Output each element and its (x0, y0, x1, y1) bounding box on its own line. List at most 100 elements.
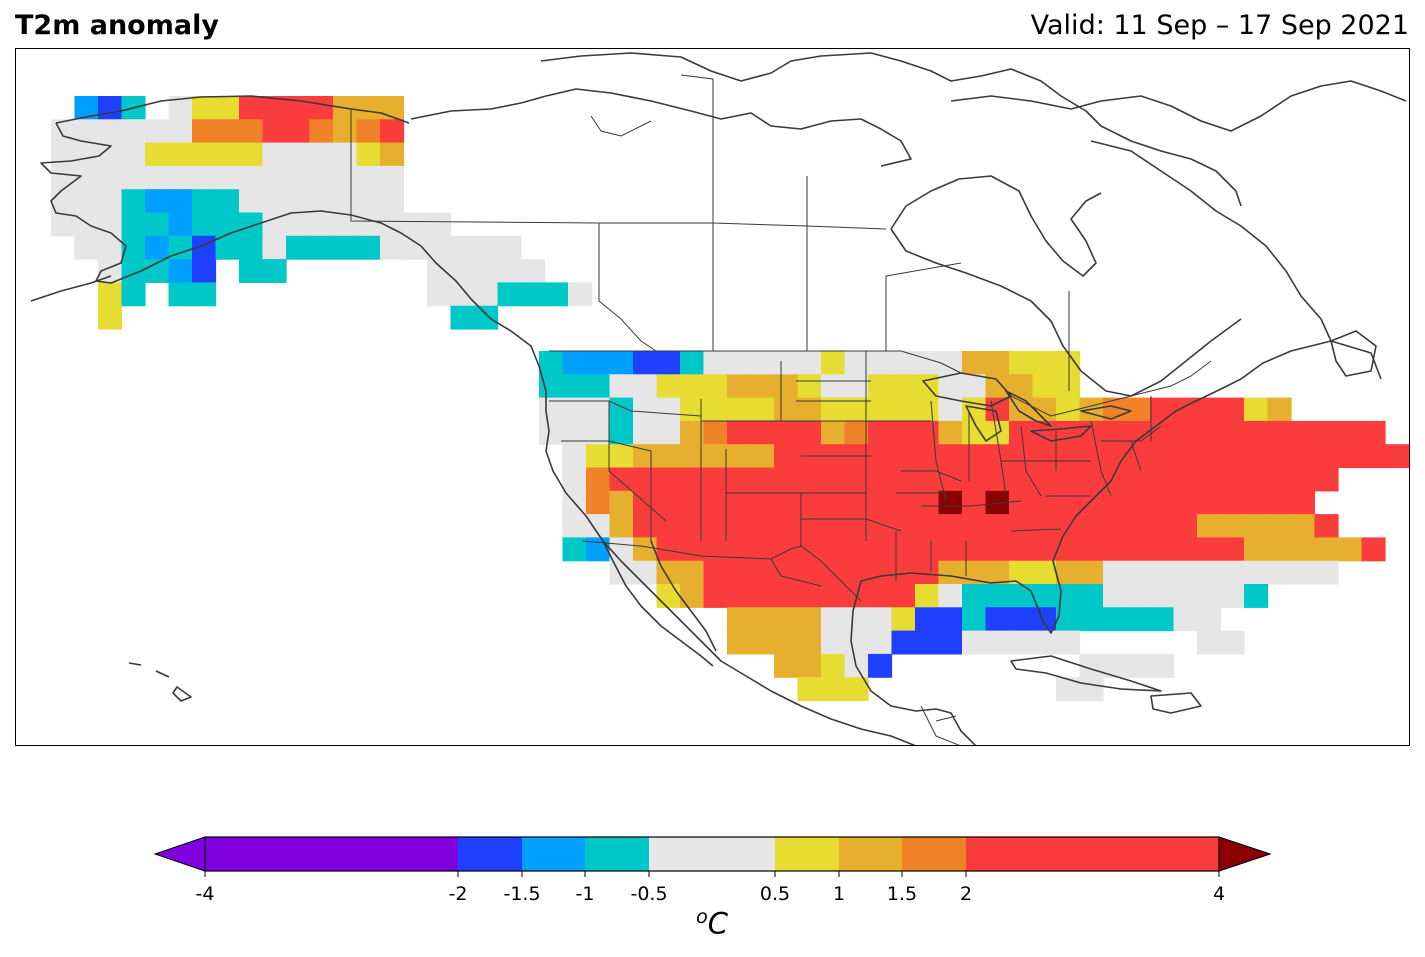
anomaly-cell (121, 189, 146, 214)
anomaly-cell (938, 397, 963, 422)
valid-period: Valid: 11 Sep – 17 Sep 2021 (1030, 10, 1409, 41)
anomaly-cell (309, 189, 334, 214)
anomaly-cell (962, 490, 987, 515)
anomaly-cell (427, 212, 452, 237)
anomaly-cell (985, 514, 1010, 538)
anomaly-cell (985, 537, 1010, 562)
anomaly-cell (821, 514, 846, 538)
anomaly-cell (844, 397, 869, 422)
anomaly-cell (145, 259, 170, 283)
colorbar-segment (902, 837, 966, 871)
anomaly-cell (797, 560, 822, 585)
anomaly-cell (497, 235, 522, 260)
anomaly-cell (521, 282, 546, 307)
anomaly-cell (868, 607, 893, 632)
anomaly-cell (98, 142, 123, 167)
map-panel (15, 48, 1410, 746)
anomaly-cell (703, 537, 728, 562)
anomaly-cell (915, 490, 940, 515)
anomaly-cell (938, 467, 963, 492)
anomaly-cell (168, 189, 193, 214)
anomaly-cell (1126, 514, 1151, 538)
anomaly-cell (1150, 653, 1175, 678)
anomaly-cell (568, 282, 593, 307)
anomaly-cell (309, 96, 334, 120)
anomaly-cell (750, 630, 775, 655)
anomaly-cell (868, 630, 893, 655)
anomaly-cell (703, 514, 728, 538)
anomaly-cell (680, 420, 705, 445)
anomaly-cell (938, 514, 963, 538)
anomaly-cell (145, 212, 170, 237)
anomaly-cell (797, 420, 822, 445)
anomaly-cell (680, 584, 705, 608)
anomaly-cell (1173, 537, 1198, 562)
anomaly-cell (656, 374, 681, 399)
colorbar-tick-label: -0.5 (630, 883, 668, 905)
anomaly-cell (1150, 490, 1175, 515)
anomaly-cell (121, 142, 146, 167)
anomaly-cell (680, 560, 705, 585)
anomaly-cell (727, 490, 752, 515)
anomaly-cell (1079, 653, 1104, 678)
anomaly-cell (868, 420, 893, 445)
anomaly-cell (844, 467, 869, 492)
anomaly-cell (380, 165, 405, 190)
anomaly-cell (403, 212, 428, 237)
anomaly-cell (750, 584, 775, 608)
anomaly-cell (1291, 514, 1316, 538)
anomaly-cell (1032, 537, 1057, 562)
anomaly-cell (1220, 537, 1245, 562)
anomaly-cell (1056, 537, 1081, 562)
anomaly-cell (985, 607, 1010, 632)
anomaly-cell (1197, 584, 1222, 608)
anomaly-cell (1197, 514, 1222, 538)
anomaly-cell (121, 282, 146, 307)
coastlines (30, 52, 1407, 745)
anomaly-cell (1103, 514, 1128, 538)
anomaly-cell (750, 607, 775, 632)
anomaly-cell (1220, 560, 1245, 585)
anomaly-cell (915, 607, 940, 632)
anomaly-cell (750, 374, 775, 399)
anomaly-cell (844, 374, 869, 399)
anomaly-cell (868, 351, 893, 375)
anomaly-cell (98, 282, 123, 307)
anomaly-cell (1220, 397, 1245, 422)
anomaly-cell (51, 212, 76, 237)
anomaly-cell (891, 397, 916, 422)
anomaly-cell (74, 165, 99, 190)
anomaly-cell (1291, 537, 1316, 562)
anomaly-cell (656, 537, 681, 562)
anomaly-cell (1103, 560, 1128, 585)
anomaly-cell (609, 420, 634, 445)
anomaly-cell (962, 514, 987, 538)
anomaly-cell (474, 235, 499, 260)
anomaly-cell (474, 282, 499, 307)
anomaly-cell (962, 351, 987, 375)
anomaly-cell (868, 490, 893, 515)
anomaly-cell (1056, 397, 1081, 422)
anomaly-cell (891, 630, 916, 655)
anomaly-cell (215, 142, 240, 167)
colorbar-tick-label: 4 (1212, 883, 1226, 905)
anomaly-cell (1314, 514, 1339, 538)
anomaly-cell (1244, 537, 1269, 562)
anomaly-cell (868, 560, 893, 585)
colorbar-tick-label: 1 (832, 883, 846, 905)
anomaly-cell (774, 374, 799, 399)
anomaly-cell (239, 212, 264, 237)
anomaly-cell (844, 351, 869, 375)
anomaly-cell (750, 537, 775, 562)
anomaly-cell (938, 584, 963, 608)
anomaly-cell (774, 351, 799, 375)
anomaly-cell (821, 397, 846, 422)
anomaly-cell (309, 165, 334, 190)
anomaly-cell (774, 490, 799, 515)
anomaly-cell (1267, 537, 1292, 562)
anomaly-cell (1126, 607, 1151, 632)
anomaly-cell (1056, 584, 1081, 608)
anomaly-cell (1244, 514, 1269, 538)
anomaly-cell (262, 165, 287, 190)
